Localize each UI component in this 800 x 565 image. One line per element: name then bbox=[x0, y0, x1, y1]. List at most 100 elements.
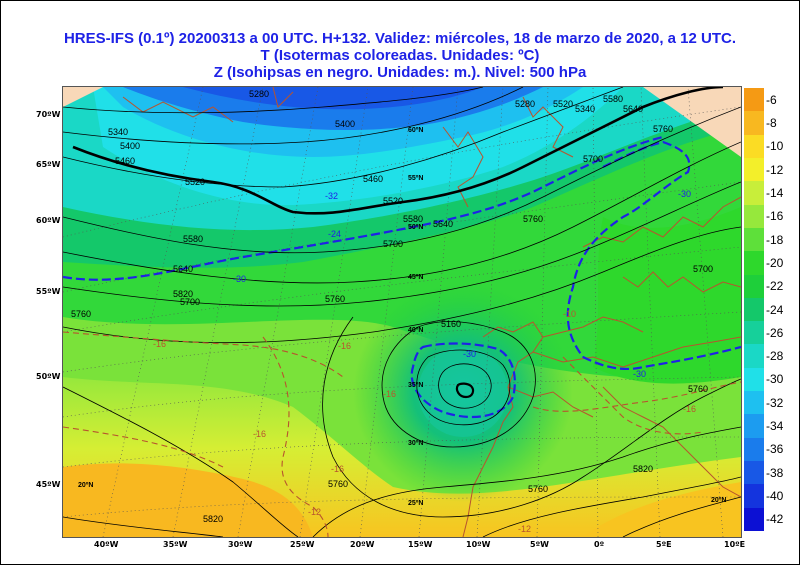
contour-label: 5640 bbox=[433, 219, 453, 229]
temperature-labels: -32 -30 -24 -30 -16 -16 -16 -16 -16 -30 … bbox=[153, 189, 696, 534]
contour-label: -30 bbox=[633, 369, 646, 379]
lon-label: 40ºW bbox=[94, 540, 119, 549]
contour-label: 5760 bbox=[528, 484, 548, 494]
contour-label: -16 bbox=[153, 339, 166, 349]
legend-level-label: -42 bbox=[766, 512, 784, 527]
temperature-band-deep-blue bbox=[183, 87, 483, 110]
contour-label: 5700 bbox=[180, 297, 200, 307]
temperature-band-orange-east bbox=[583, 482, 741, 537]
legend-swatch bbox=[744, 111, 764, 136]
legend-level-label: -26 bbox=[766, 325, 784, 340]
contour-label: 5580 bbox=[183, 234, 203, 244]
contour-label: -16 bbox=[683, 404, 696, 414]
contour-label: 5640 bbox=[623, 104, 643, 114]
contour-label: 5280 bbox=[515, 99, 535, 109]
lat-label: 65ºW bbox=[36, 160, 61, 169]
legend-level-label: -6 bbox=[766, 92, 777, 107]
grid-lat-labels: 60ºN 55ºN 50ºN 45ºN 40ºN 35ºN 30ºN 25ºN … bbox=[78, 127, 726, 507]
contour-label: 5760 bbox=[523, 214, 543, 224]
grid-label: 20ºN bbox=[711, 497, 726, 504]
contour-label: 5820 bbox=[633, 464, 653, 474]
lon-label: 35ºW bbox=[163, 540, 188, 549]
height-labels: 5280 5340 5400 5460 5520 5580 5640 5700 … bbox=[71, 89, 713, 524]
legend-swatch bbox=[744, 274, 764, 299]
lat-label: 45ºW bbox=[36, 480, 61, 489]
lon-label: 5ºE bbox=[656, 540, 672, 549]
legend-level-label: -10 bbox=[766, 139, 784, 154]
isohypse-5520-bold bbox=[72, 87, 724, 215]
legend-level-label: -30 bbox=[766, 372, 784, 387]
lat-label: 70ºW bbox=[36, 110, 61, 119]
contour-label: -30 bbox=[233, 274, 246, 284]
temperature-band-europe bbox=[593, 207, 741, 384]
contour-label: 5280 bbox=[249, 89, 269, 99]
contour-label: -16 bbox=[383, 389, 396, 399]
contour-label: 5160 bbox=[441, 319, 461, 329]
contour-label: -16 bbox=[338, 341, 351, 351]
contour-label: 5700 bbox=[383, 239, 403, 249]
legend-swatch bbox=[744, 484, 764, 509]
contour-label: 5820 bbox=[173, 289, 193, 299]
legend-swatch bbox=[744, 321, 764, 345]
contour-label: 5820 bbox=[203, 514, 223, 524]
coastlines bbox=[122, 87, 741, 537]
map-svg: 5280 5340 5400 5460 5520 5580 5640 5700 … bbox=[63, 87, 741, 537]
lon-label: 15ºW bbox=[408, 540, 433, 549]
chart-title-block: HRES-IFS (0.1º) 20200313 a 00 UTC. H+132… bbox=[0, 30, 800, 81]
contour-label: -16 bbox=[331, 464, 344, 474]
forecast-map: 5280 5340 5400 5460 5520 5580 5640 5700 … bbox=[62, 86, 742, 538]
legend-swatch bbox=[744, 367, 764, 392]
legend-swatch bbox=[744, 88, 764, 112]
grid-label: 30ºN bbox=[408, 440, 423, 447]
temperature-band-orange-west bbox=[63, 463, 313, 537]
legend-swatch bbox=[744, 414, 764, 439]
legend-level-label: -12 bbox=[766, 162, 784, 177]
contour-label: 5580 bbox=[403, 214, 423, 224]
lat-label: 60ºW bbox=[36, 216, 61, 225]
legend-swatch bbox=[744, 204, 764, 229]
legend-swatch bbox=[744, 507, 764, 532]
isotherms-brown bbox=[63, 331, 741, 537]
contour-label: 5580 bbox=[603, 94, 623, 104]
contour-label: 5700 bbox=[583, 154, 603, 164]
lon-label: 25ºW bbox=[290, 540, 315, 549]
grid-label: 55ºN bbox=[408, 175, 423, 182]
contour-label: 5760 bbox=[688, 384, 708, 394]
legend-level-label: -18 bbox=[766, 232, 784, 247]
contour-label: 5460 bbox=[115, 156, 135, 166]
legend-swatch bbox=[744, 461, 764, 485]
contour-label: -12 bbox=[308, 507, 321, 517]
isotherm-minus30 bbox=[63, 135, 741, 419]
contour-label: 5520 bbox=[383, 196, 403, 206]
legend-swatch bbox=[744, 227, 764, 252]
legend-level-label: -22 bbox=[766, 279, 784, 294]
grid-label: 40ºN bbox=[408, 327, 423, 334]
contour-label: 5700 bbox=[693, 264, 713, 274]
lon-label: 5ºW bbox=[530, 540, 549, 549]
legend-level-label: -28 bbox=[766, 349, 784, 364]
contour-label: 5760 bbox=[653, 124, 673, 134]
cutoff-low-inner bbox=[418, 347, 508, 437]
color-legend: -6 -8 -10 -12 -14 -16 -18 -20 -22 -24 -26 -28 -30 -32… bbox=[744, 88, 783, 532]
contour-label: 5760 bbox=[71, 309, 91, 319]
legend-swatch bbox=[744, 134, 764, 159]
contour-label: 5520 bbox=[553, 99, 573, 109]
nodata-corner-left bbox=[63, 87, 103, 107]
contour-label: 5400 bbox=[335, 119, 355, 129]
lon-label: 10ºE bbox=[724, 540, 746, 549]
contour-label: 5520 bbox=[185, 177, 205, 187]
title-line-temperature: T (Isotermas coloreadas. Unidades: ºC) bbox=[260, 47, 540, 64]
legend-level-label: -34 bbox=[766, 419, 784, 434]
contour-label: 5340 bbox=[108, 127, 128, 137]
contour-label: -16 bbox=[253, 429, 266, 439]
grid-label: 60ºN bbox=[408, 127, 423, 134]
legend-level-label: -38 bbox=[766, 465, 784, 480]
contour-label: 5760 bbox=[328, 479, 348, 489]
legend-level-label: -16 bbox=[766, 209, 784, 224]
contour-label: -30 bbox=[678, 189, 691, 199]
contour-label: 5340 bbox=[575, 104, 595, 114]
contour-label: 5460 bbox=[363, 174, 383, 184]
legend-swatch bbox=[744, 344, 764, 369]
grid-label: 50ºN bbox=[408, 224, 423, 231]
legend-level-label: -24 bbox=[766, 302, 784, 317]
